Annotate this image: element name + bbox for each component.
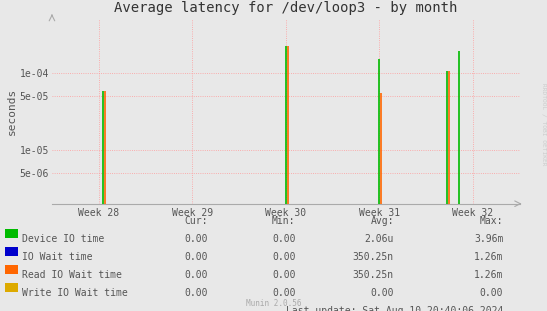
Text: Write IO Wait time: Write IO Wait time [22,288,127,298]
Text: 350.25n: 350.25n [353,270,394,280]
Text: 0.00: 0.00 [370,288,394,298]
Text: 0.00: 0.00 [272,270,295,280]
Text: Min:: Min: [272,216,295,226]
Text: IO Wait time: IO Wait time [22,252,92,262]
Text: Avg:: Avg: [370,216,394,226]
Text: 0.00: 0.00 [272,252,295,262]
Text: Cur:: Cur: [184,216,208,226]
Text: 0.00: 0.00 [184,270,208,280]
Text: 350.25n: 350.25n [353,252,394,262]
Y-axis label: seconds: seconds [7,88,17,135]
Text: Last update: Sat Aug 10 20:40:06 2024: Last update: Sat Aug 10 20:40:06 2024 [286,306,503,311]
Text: 0.00: 0.00 [184,252,208,262]
Text: 0.00: 0.00 [272,234,295,244]
Text: Max:: Max: [480,216,503,226]
Text: 1.26m: 1.26m [474,270,503,280]
Text: Munin 2.0.56: Munin 2.0.56 [246,299,301,308]
Text: Read IO Wait time: Read IO Wait time [22,270,122,280]
Text: Device IO time: Device IO time [22,234,104,244]
Text: RRDTOOL / TOBI OETIKER: RRDTOOL / TOBI OETIKER [542,83,547,166]
Text: 0.00: 0.00 [480,288,503,298]
Text: 0.00: 0.00 [272,288,295,298]
Text: 3.96m: 3.96m [474,234,503,244]
Text: 1.26m: 1.26m [474,252,503,262]
Text: 0.00: 0.00 [184,288,208,298]
Text: 2.06u: 2.06u [364,234,394,244]
Title: Average latency for /dev/loop3 - by month: Average latency for /dev/loop3 - by mont… [114,1,457,15]
Text: 0.00: 0.00 [184,234,208,244]
